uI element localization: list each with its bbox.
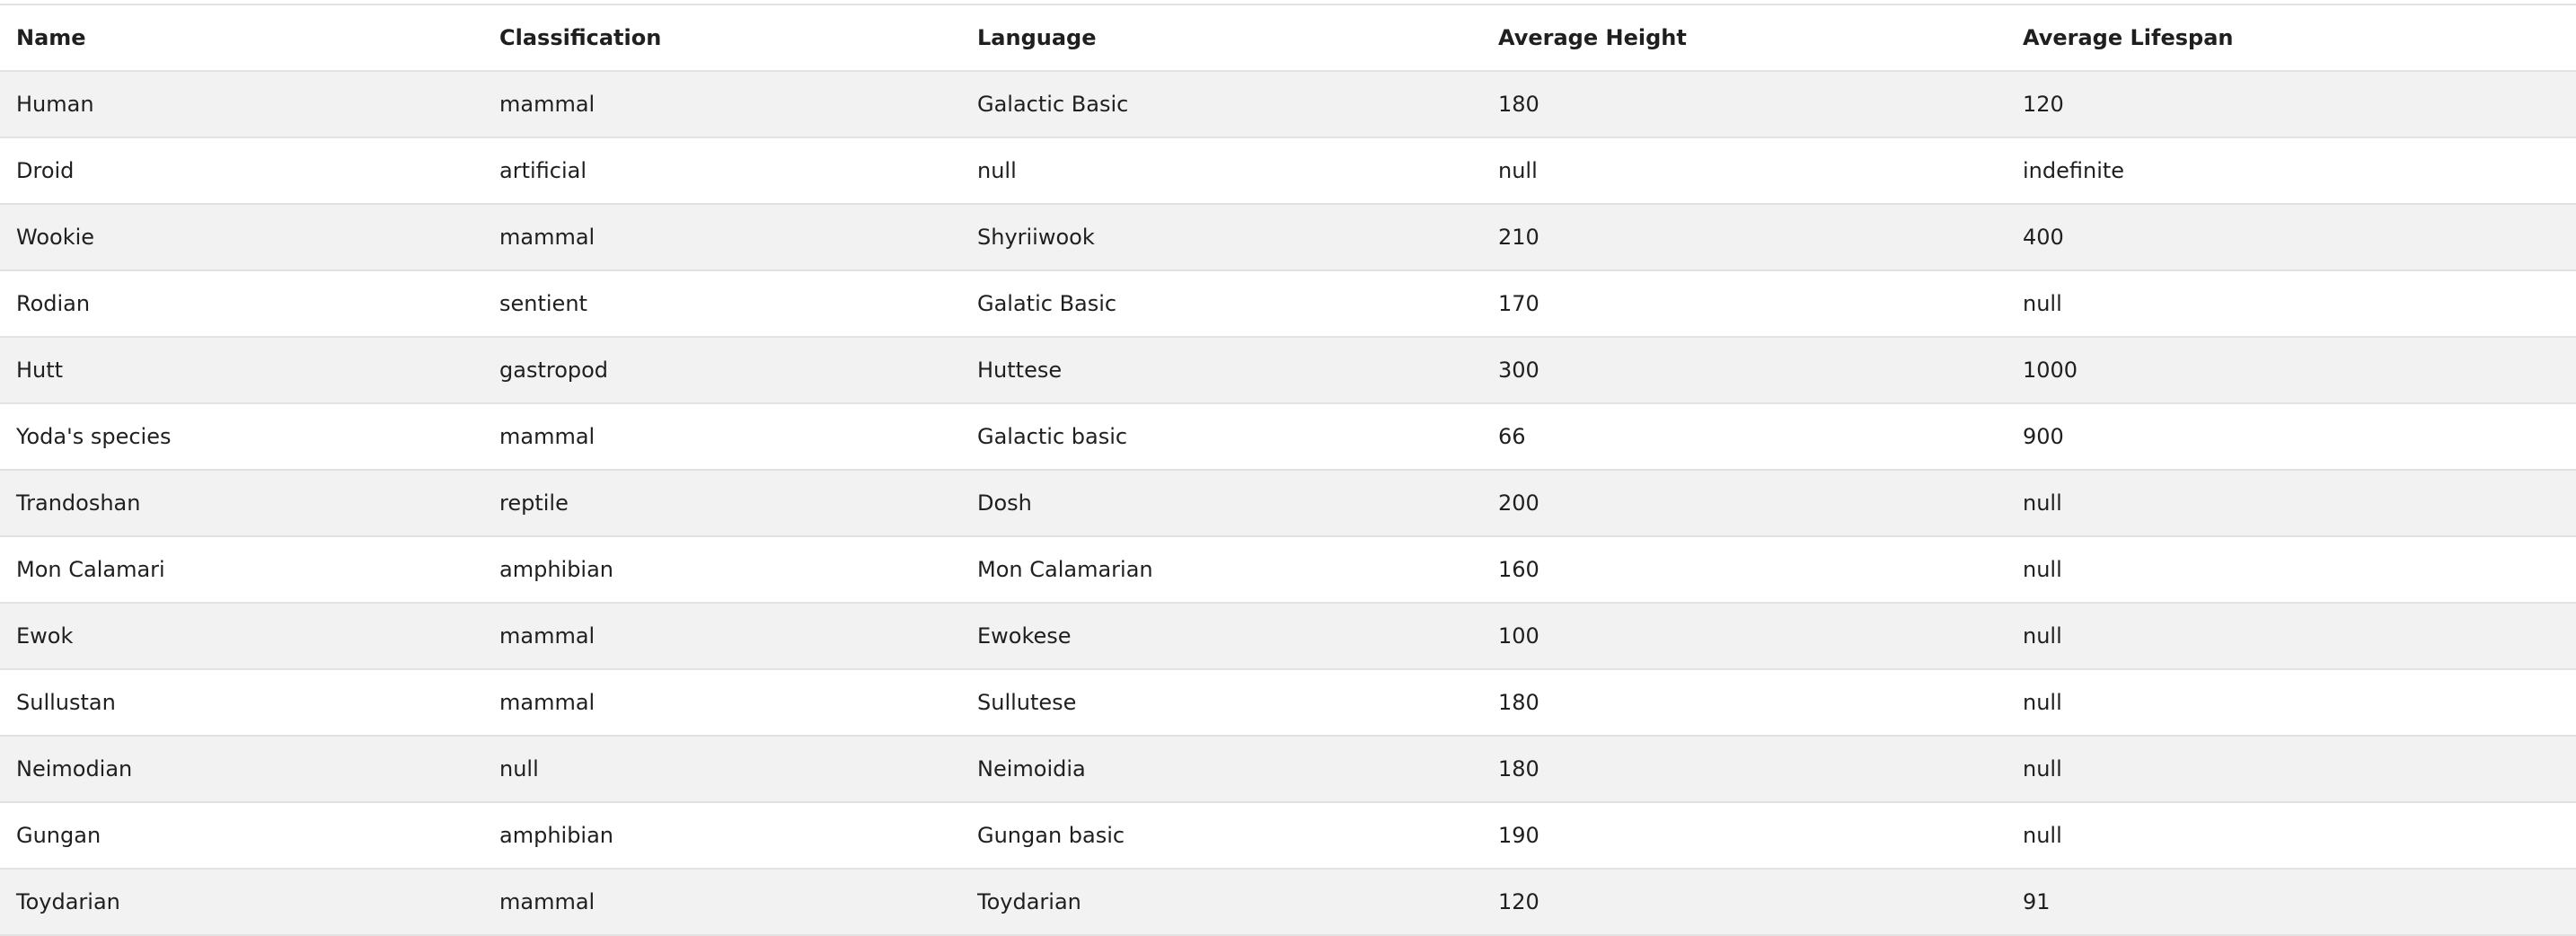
cell-average-lifespan: null <box>2023 490 2062 516</box>
cell-name: Human <box>16 92 94 117</box>
cell-average-height: 210 <box>1498 225 1539 250</box>
cell-average-height: 170 <box>1498 291 1539 316</box>
column-header-average-height[interactable]: Average Height <box>1498 25 1687 50</box>
table-row[interactable]: Neimodian null Neimoidia 180 null <box>0 737 2576 803</box>
table-row[interactable]: Toydarian mammal Toydarian 120 91 <box>0 870 2576 936</box>
cell-classification: null <box>499 756 539 781</box>
cell-average-lifespan: null <box>2023 557 2062 582</box>
table-row[interactable]: Mon Calamari amphibian Mon Calamarian 160 nu… <box>0 537 2576 604</box>
cell-average-height: 120 <box>1498 889 1539 914</box>
cell-classification: mammal <box>499 889 595 914</box>
column-header-language[interactable]: Language <box>977 25 1097 50</box>
cell-average-lifespan: indefinite <box>2023 158 2125 183</box>
cell-classification: mammal <box>499 92 595 117</box>
cell-classification: sentient <box>499 291 587 316</box>
cell-classification: gastropod <box>499 358 609 383</box>
cell-classification: mammal <box>499 623 595 649</box>
cell-average-lifespan: 91 <box>2023 889 2051 914</box>
column-header-average-lifespan[interactable]: Average Lifespan <box>2023 25 2234 50</box>
table-row[interactable]: Trandoshan reptile Dosh 200 null <box>0 471 2576 537</box>
cell-name: Rodian <box>16 291 91 316</box>
table-row[interactable]: Gungan amphibian Gungan basic 190 null <box>0 803 2576 870</box>
cell-average-height: 66 <box>1498 424 1526 449</box>
cell-name: Wookie <box>16 225 95 250</box>
table-row[interactable]: Rodian sentient Galatic Basic 170 null <box>0 271 2576 338</box>
table-row[interactable]: Hutt gastropod Huttese 300 1000 <box>0 338 2576 404</box>
cell-average-lifespan: null <box>2023 623 2062 649</box>
cell-language: Mon Calamarian <box>977 557 1153 582</box>
cell-average-height: 300 <box>1498 358 1539 383</box>
cell-average-lifespan: 1000 <box>2023 358 2078 383</box>
cell-average-lifespan: null <box>2023 291 2062 316</box>
table-body: Human mammal Galactic Basic 180 120 Droid arti… <box>0 72 2576 936</box>
cell-classification: mammal <box>499 690 595 715</box>
cell-language: Galactic basic <box>977 424 1128 449</box>
cell-name: Ewok <box>16 623 74 649</box>
cell-average-lifespan: 120 <box>2023 92 2064 117</box>
column-header-classification[interactable]: Classification <box>499 25 662 50</box>
cell-name: Droid <box>16 158 75 183</box>
cell-average-height: 100 <box>1498 623 1539 649</box>
cell-average-lifespan: 900 <box>2023 424 2064 449</box>
cell-average-lifespan: null <box>2023 823 2062 848</box>
cell-name: Yoda's species <box>16 424 172 449</box>
table-row[interactable]: Sullustan mammal Sullutese 180 null <box>0 670 2576 737</box>
cell-language: Galactic Basic <box>977 92 1129 117</box>
species-table: Name Classification Language Average Hei… <box>0 4 2576 936</box>
cell-average-height: 180 <box>1498 92 1539 117</box>
cell-average-height: 190 <box>1498 823 1539 848</box>
cell-name: Gungan <box>16 823 101 848</box>
cell-average-height: null <box>1498 158 1538 183</box>
table-row[interactable]: Droid artificial null null indefinite <box>0 138 2576 205</box>
table-row[interactable]: Human mammal Galactic Basic 180 120 <box>0 72 2576 138</box>
cell-language: Toydarian <box>977 889 1081 914</box>
cell-name: Trandoshan <box>16 490 141 516</box>
table-row[interactable]: Ewok mammal Ewokese 100 null <box>0 604 2576 670</box>
cell-average-height: 180 <box>1498 690 1539 715</box>
cell-average-lifespan: 400 <box>2023 225 2064 250</box>
cell-classification: amphibian <box>499 823 614 848</box>
cell-name: Sullustan <box>16 690 116 715</box>
cell-average-lifespan: null <box>2023 756 2062 781</box>
cell-language: Neimoidia <box>977 756 1086 781</box>
cell-classification: mammal <box>499 225 595 250</box>
cell-language: Sullutese <box>977 690 1077 715</box>
cell-average-lifespan: null <box>2023 690 2062 715</box>
cell-language: Dosh <box>977 490 1032 516</box>
cell-classification: mammal <box>499 424 595 449</box>
cell-average-height: 160 <box>1498 557 1539 582</box>
cell-language: Gungan basic <box>977 823 1125 848</box>
cell-language: null <box>977 158 1017 183</box>
cell-classification: amphibian <box>499 557 614 582</box>
cell-name: Hutt <box>16 358 64 383</box>
cell-language: Galatic Basic <box>977 291 1117 316</box>
table-row[interactable]: Yoda's species mammal Galactic basic 66 900 <box>0 404 2576 471</box>
table-header-row: Name Classification Language Average Hei… <box>0 5 2576 72</box>
cell-average-height: 200 <box>1498 490 1539 516</box>
table-row[interactable]: Wookie mammal Shyriiwook 210 400 <box>0 205 2576 271</box>
cell-name: Toydarian <box>16 889 120 914</box>
cell-name: Mon Calamari <box>16 557 165 582</box>
column-header-name[interactable]: Name <box>16 25 86 50</box>
cell-classification: artificial <box>499 158 587 183</box>
cell-language: Huttese <box>977 358 1063 383</box>
cell-language: Shyriiwook <box>977 225 1095 250</box>
cell-language: Ewokese <box>977 623 1072 649</box>
cell-average-height: 180 <box>1498 756 1539 781</box>
cell-classification: reptile <box>499 490 569 516</box>
cell-name: Neimodian <box>16 756 133 781</box>
